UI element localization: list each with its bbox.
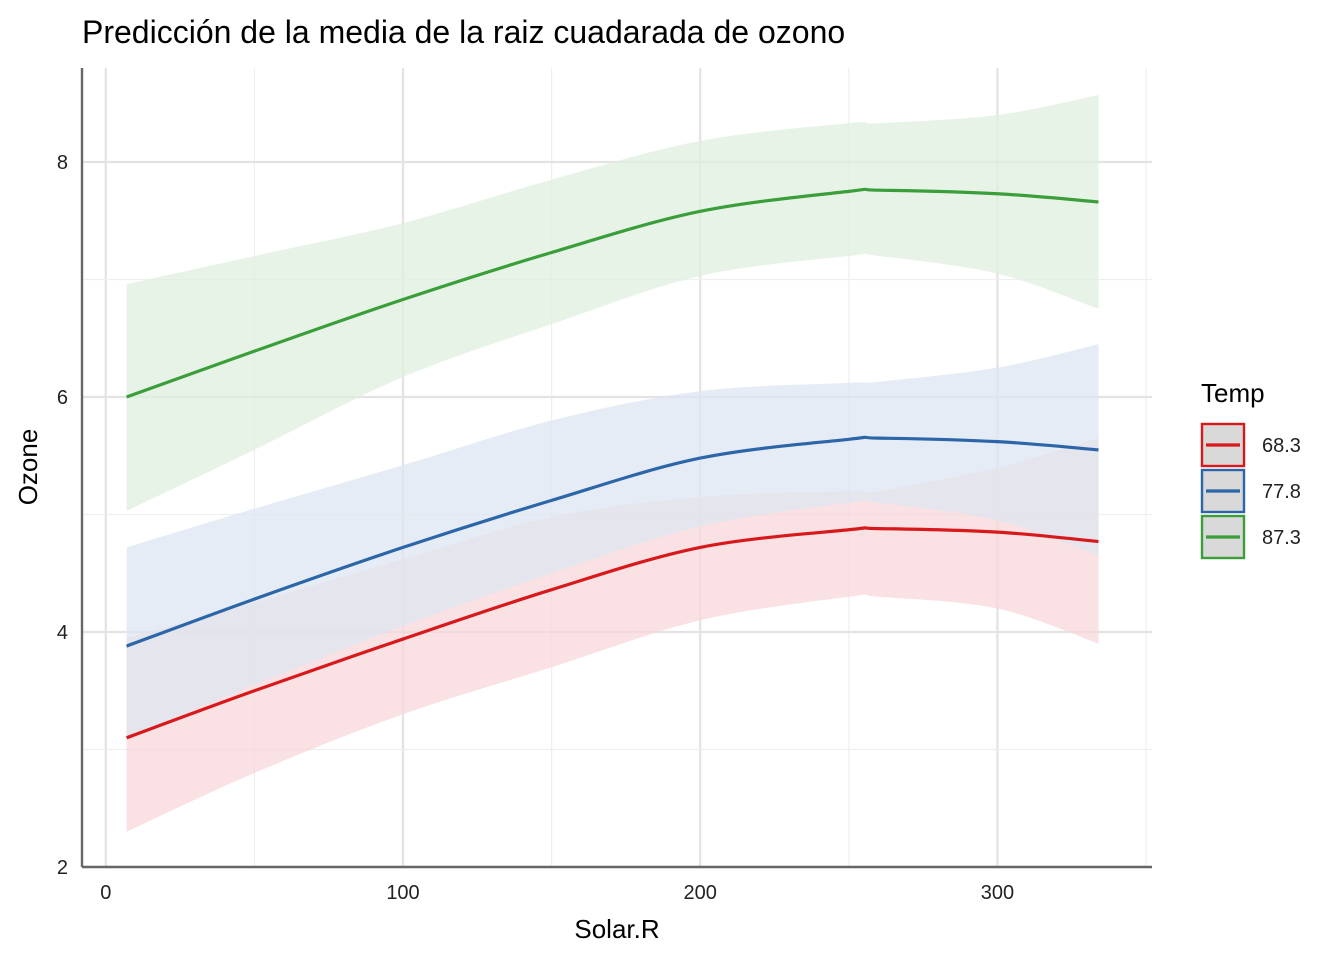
confidence-band-68-3 bbox=[126, 438, 1099, 832]
y-tick-labels: 2 4 6 8 bbox=[57, 152, 68, 879]
series-line-77-8 bbox=[126, 435, 1099, 648]
legend-item-77-8: 77.8 bbox=[1200, 468, 1301, 514]
y-tick-label: 6 bbox=[57, 387, 68, 409]
y-tick-label: 4 bbox=[57, 622, 68, 644]
legend-item-68-3: 68.3 bbox=[1200, 422, 1301, 468]
confidence-band-77-8 bbox=[126, 344, 1099, 738]
confidence-bands bbox=[126, 95, 1099, 832]
confidence-band-87-3 bbox=[126, 95, 1099, 511]
legend-item-87-3: 87.3 bbox=[1200, 514, 1301, 560]
x-tick-label: 100 bbox=[386, 882, 419, 904]
x-tick-labels: 0 100 200 300 bbox=[100, 882, 1014, 904]
y-tick-label: 8 bbox=[57, 152, 68, 174]
x-tick-label: 200 bbox=[684, 882, 717, 904]
y-tick-label: 2 bbox=[57, 857, 68, 879]
series-line-87-3 bbox=[126, 187, 1099, 399]
chart-title: Predicción de la media de la raiz cuadar… bbox=[82, 14, 845, 50]
x-tick-label: 0 bbox=[100, 882, 111, 904]
legend-title: Temp bbox=[1201, 378, 1265, 408]
series-lines bbox=[126, 187, 1099, 740]
legend: 68.3 77.8 87.3 bbox=[1200, 422, 1301, 560]
legend-label: 68.3 bbox=[1262, 435, 1301, 457]
y-axis-title: Ozone bbox=[13, 429, 43, 506]
x-tick-label: 300 bbox=[981, 882, 1014, 904]
legend-label: 77.8 bbox=[1262, 481, 1301, 503]
legend-label: 87.3 bbox=[1262, 527, 1301, 549]
x-axis-title: Solar.R bbox=[574, 914, 659, 944]
series-line-68-3 bbox=[126, 526, 1099, 740]
